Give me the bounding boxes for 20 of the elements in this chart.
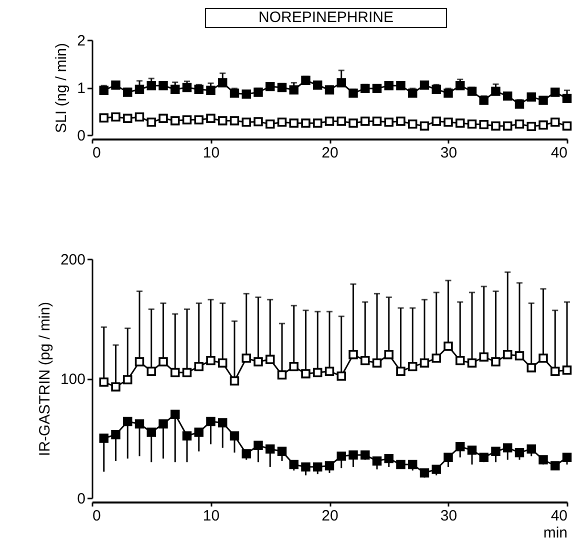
y-tick-label: 0 bbox=[77, 490, 86, 508]
y-axis-title: IR-GASTRIN (pg / min) bbox=[36, 302, 54, 456]
x-tick-label: 30 bbox=[440, 508, 458, 524]
y-tick-label: 100 bbox=[60, 371, 86, 388]
x-tick-label: 20 bbox=[322, 508, 338, 524]
x-tick-label: 40 bbox=[550, 144, 568, 162]
chart-title: NOREPINEPHRINE bbox=[205, 8, 447, 28]
x-tick-label: 10 bbox=[202, 144, 220, 162]
y-tick-label: 200 bbox=[60, 252, 86, 268]
x-tick-label: 30 bbox=[440, 144, 458, 162]
y-tick-label: 0 bbox=[77, 128, 86, 144]
y-axis-title: SLI (ng / min) bbox=[53, 42, 70, 134]
x-tick-label: 10 bbox=[202, 508, 220, 524]
x-tick-label: 0 bbox=[92, 508, 101, 524]
x-axis-title: min bbox=[543, 524, 568, 542]
x-tick-label: 0 bbox=[92, 144, 101, 162]
x-tick-label: 20 bbox=[322, 144, 338, 162]
y-tick-label: 2 bbox=[77, 32, 86, 50]
y-tick-label: 1 bbox=[77, 80, 86, 97]
x-tick-label: 40 bbox=[550, 508, 568, 524]
